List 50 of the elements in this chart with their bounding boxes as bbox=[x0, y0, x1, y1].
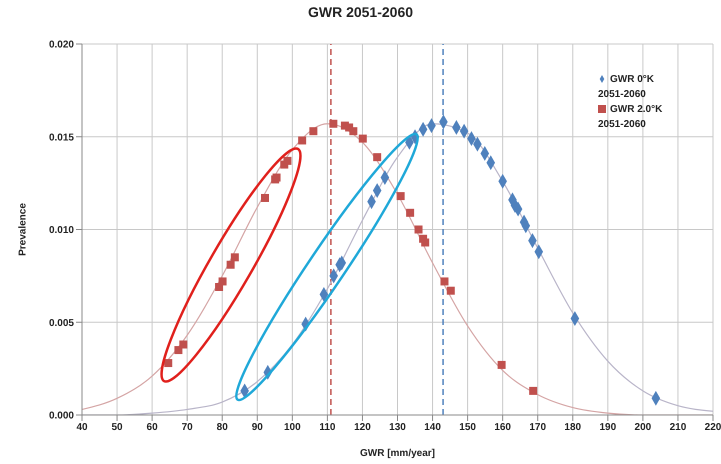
y-tick-label: 0.010 bbox=[48, 225, 74, 236]
y-tick-label: 0.000 bbox=[48, 410, 74, 422]
point bbox=[283, 156, 292, 165]
y-tick-label: 0.015 bbox=[48, 132, 74, 144]
x-tick-label: 210 bbox=[670, 422, 687, 434]
point bbox=[446, 286, 455, 295]
point bbox=[373, 153, 382, 162]
point bbox=[309, 127, 318, 136]
x-tick-label: 70 bbox=[182, 422, 194, 434]
x-tick-label: 140 bbox=[424, 422, 442, 434]
x-tick-label: 180 bbox=[564, 422, 582, 434]
point bbox=[498, 360, 506, 369]
point bbox=[349, 127, 358, 136]
x-tick-label: 50 bbox=[111, 422, 124, 434]
x-tick-label: 40 bbox=[76, 422, 88, 434]
x-tick-label: 160 bbox=[494, 422, 512, 434]
point bbox=[329, 120, 338, 128]
point bbox=[440, 277, 448, 286]
point bbox=[164, 359, 172, 368]
x-tick-label: 220 bbox=[704, 422, 721, 434]
y-tick-label: 0.005 bbox=[48, 318, 74, 329]
point bbox=[218, 277, 227, 286]
x-tick-label: 100 bbox=[284, 422, 302, 434]
point bbox=[298, 136, 306, 144]
x-tick-label: 190 bbox=[599, 422, 617, 434]
legend-label: GWR 2.0°K 2051-2060 bbox=[598, 104, 662, 130]
x-tick-label: 150 bbox=[459, 422, 476, 434]
x-tick-label: 170 bbox=[529, 422, 546, 434]
point bbox=[358, 134, 367, 143]
point bbox=[529, 386, 538, 395]
point bbox=[414, 226, 423, 234]
x-tick-label: 60 bbox=[146, 422, 158, 434]
point bbox=[406, 208, 414, 217]
x-axis-title: GWR [mm/year] bbox=[360, 448, 436, 459]
point bbox=[421, 238, 430, 246]
chart-title: GWR 2051-2060 bbox=[306, 4, 414, 20]
x-tick-label: 130 bbox=[389, 422, 406, 434]
x-tick-label: 120 bbox=[354, 422, 372, 434]
legend-label: GWR 0°K 2051-2060 bbox=[598, 74, 654, 100]
point bbox=[260, 194, 269, 202]
y-tick-label: 0.020 bbox=[48, 40, 74, 51]
x-tick-label: 80 bbox=[216, 422, 228, 434]
point bbox=[179, 340, 188, 349]
y-axis-title: Prevalence bbox=[18, 202, 29, 256]
x-tick-label: 200 bbox=[634, 422, 652, 434]
point bbox=[396, 192, 405, 200]
x-tick-label: 90 bbox=[252, 422, 264, 434]
point bbox=[226, 260, 235, 269]
point bbox=[230, 253, 239, 262]
x-tick-label: 110 bbox=[319, 422, 336, 434]
